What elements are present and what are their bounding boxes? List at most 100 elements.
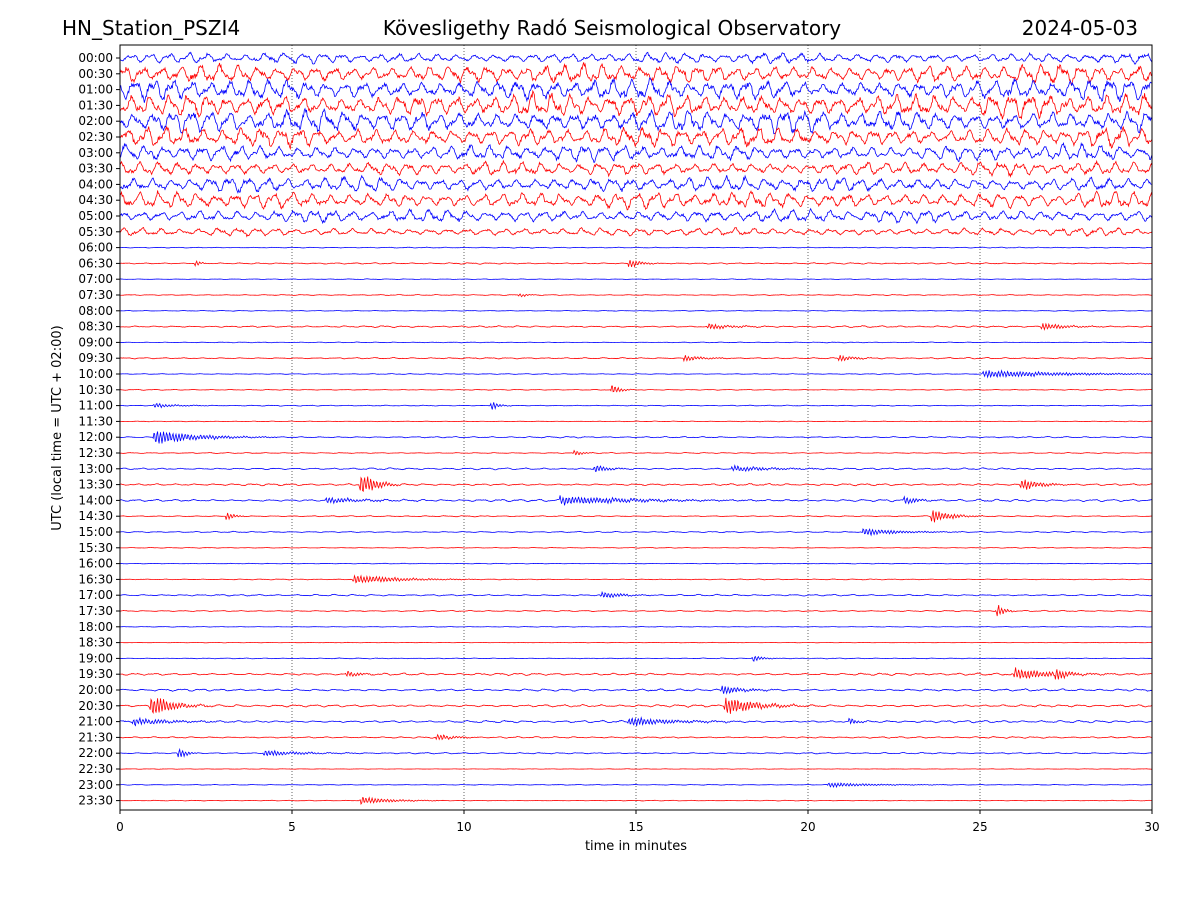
y-tick-label: 05:00 bbox=[78, 209, 113, 223]
y-tick-label: 15:00 bbox=[78, 525, 113, 539]
trace-row bbox=[119, 528, 1153, 537]
trace-row bbox=[119, 278, 1153, 280]
trace-row bbox=[119, 207, 1153, 225]
y-tick-label: 23:30 bbox=[78, 794, 113, 808]
y-tick-label: 18:00 bbox=[78, 620, 113, 634]
y-tick-label: 19:30 bbox=[78, 667, 113, 681]
y-tick-label: 17:00 bbox=[78, 588, 113, 602]
trace-row bbox=[119, 510, 1153, 523]
trace-row bbox=[119, 697, 1153, 714]
trace-row bbox=[119, 322, 1153, 331]
trace-row bbox=[119, 385, 1153, 393]
y-tick-label: 21:00 bbox=[78, 715, 113, 729]
trace-row bbox=[120, 768, 1153, 770]
station-title: HN_Station_PSZI4 bbox=[62, 16, 240, 40]
y-tick-label: 03:00 bbox=[78, 146, 113, 160]
trace-row bbox=[119, 747, 1153, 758]
y-tick-label: 22:00 bbox=[78, 746, 113, 760]
y-tick-label: 05:30 bbox=[78, 225, 113, 239]
trace-row bbox=[119, 125, 1153, 151]
x-tick-label: 30 bbox=[1144, 820, 1159, 834]
trace-row bbox=[119, 716, 1153, 727]
trace-row bbox=[119, 604, 1153, 617]
y-tick-label: 12:30 bbox=[78, 446, 113, 460]
trace-row bbox=[119, 309, 1153, 312]
trace-row bbox=[119, 476, 1153, 493]
trace-row bbox=[119, 226, 1153, 238]
x-tick-label: 10 bbox=[456, 820, 471, 834]
trace-row bbox=[119, 641, 1153, 644]
trace-row bbox=[119, 107, 1153, 135]
y-tick-label: 01:30 bbox=[78, 98, 113, 112]
trace-row bbox=[119, 590, 1153, 599]
x-tick-label: 25 bbox=[972, 820, 987, 834]
date-title: 2024-05-03 bbox=[1022, 16, 1138, 40]
observatory-title: Kövesligethy Radó Seismological Observat… bbox=[383, 16, 841, 40]
y-tick-label: 07:30 bbox=[78, 288, 113, 302]
y-tick-label: 08:30 bbox=[78, 320, 113, 334]
y-tick-label: 19:00 bbox=[78, 651, 113, 665]
x-tick-label: 0 bbox=[116, 820, 124, 834]
y-tick-label: 17:30 bbox=[78, 604, 113, 618]
y-tick-label: 06:30 bbox=[78, 256, 113, 270]
traces bbox=[119, 51, 1153, 805]
trace-row bbox=[119, 142, 1153, 164]
trace-row bbox=[119, 246, 1153, 249]
trace-row bbox=[119, 51, 1153, 65]
trace-row bbox=[119, 76, 1153, 103]
trace-row bbox=[119, 341, 1153, 344]
x-tick-label: 5 bbox=[288, 820, 296, 834]
gridlines bbox=[291, 45, 981, 810]
x-tick-label: 20 bbox=[800, 820, 815, 834]
y-tick-label: 13:30 bbox=[78, 478, 113, 492]
y-tick-label: 21:30 bbox=[78, 730, 113, 744]
trace-row bbox=[119, 369, 1153, 379]
y-tick-label: 14:30 bbox=[78, 509, 113, 523]
y-tick-label: 08:00 bbox=[78, 304, 113, 318]
trace-row bbox=[119, 431, 1153, 444]
y-tick-label: 15:30 bbox=[78, 541, 113, 555]
y-tick-label: 04:00 bbox=[78, 177, 113, 191]
y-tick-label: 11:30 bbox=[78, 414, 113, 428]
y-tick-label: 20:30 bbox=[78, 699, 113, 713]
plot-frame bbox=[119, 44, 1153, 811]
y-tick-label: 09:30 bbox=[78, 351, 113, 365]
trace-row bbox=[119, 174, 1153, 194]
x-tick-label: 15 bbox=[628, 820, 643, 834]
y-tick-label: 04:30 bbox=[78, 193, 113, 207]
trace-row bbox=[119, 655, 1153, 662]
trace-row bbox=[119, 354, 1153, 363]
x-axis-ticks: 0 5 10 15 20 25 30 bbox=[116, 810, 1160, 834]
y-tick-label: 22:30 bbox=[78, 762, 113, 776]
trace-row bbox=[119, 464, 1153, 473]
trace-row bbox=[119, 796, 1153, 805]
trace-row bbox=[119, 626, 1153, 628]
trace-row bbox=[119, 402, 1153, 410]
y-tick-label: 16:30 bbox=[78, 572, 113, 586]
y-tick-label: 11:00 bbox=[78, 399, 113, 413]
trace-row bbox=[119, 293, 1153, 298]
trace-row bbox=[119, 449, 1153, 456]
trace-row bbox=[119, 782, 1153, 789]
trace-row bbox=[119, 62, 1153, 86]
y-tick-label: 12:00 bbox=[78, 430, 113, 444]
y-tick-label: 00:00 bbox=[78, 51, 113, 65]
y-tick-label: 03:30 bbox=[78, 162, 113, 176]
trace-row bbox=[119, 495, 1153, 506]
trace-row bbox=[119, 685, 1153, 695]
y-tick-label: 10:30 bbox=[78, 383, 113, 397]
y-tick-label: 10:00 bbox=[78, 367, 113, 381]
trace-row bbox=[119, 574, 1153, 584]
y-tick-label: 16:00 bbox=[78, 557, 113, 571]
trace-row bbox=[119, 733, 1153, 741]
y-tick-label: 13:00 bbox=[78, 462, 113, 476]
y-tick-label: 07:00 bbox=[78, 272, 113, 286]
trace-row bbox=[119, 546, 1153, 549]
trace-row bbox=[119, 190, 1153, 211]
y-axis-label: UTC (local time = UTC + 02:00) bbox=[50, 325, 65, 530]
y-tick-label: 20:00 bbox=[78, 683, 113, 697]
trace-row bbox=[119, 89, 1153, 120]
trace-row bbox=[119, 259, 1153, 269]
